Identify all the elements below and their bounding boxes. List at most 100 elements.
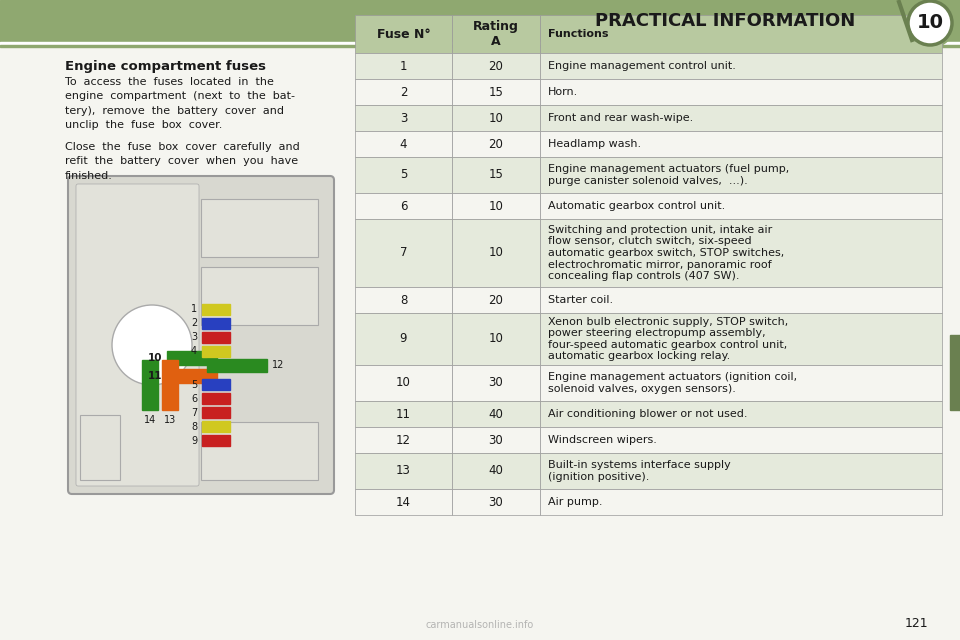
Bar bbox=[950, 335, 960, 410]
Text: 14: 14 bbox=[396, 495, 411, 509]
Text: Air pump.: Air pump. bbox=[548, 497, 603, 507]
Bar bbox=[452, 53, 540, 79]
Text: PRACTICAL INFORMATION: PRACTICAL INFORMATION bbox=[595, 12, 855, 30]
Bar bbox=[167, 369, 217, 383]
Bar bbox=[355, 15, 452, 53]
Bar bbox=[355, 193, 452, 219]
Bar bbox=[355, 157, 452, 193]
Bar bbox=[540, 427, 942, 453]
Bar bbox=[0, 42, 348, 640]
Text: 10: 10 bbox=[489, 246, 503, 259]
Text: 13: 13 bbox=[164, 415, 176, 425]
FancyBboxPatch shape bbox=[68, 176, 334, 494]
Text: 7: 7 bbox=[399, 246, 407, 259]
Bar bbox=[0, 0, 960, 42]
Bar bbox=[201, 267, 318, 325]
Bar bbox=[540, 15, 942, 53]
Bar bbox=[452, 427, 540, 453]
Text: 10: 10 bbox=[148, 353, 162, 363]
Bar bbox=[202, 332, 230, 343]
Bar bbox=[0, 45, 960, 47]
Text: 121: 121 bbox=[904, 617, 927, 630]
Text: To  access  the  fuses  located  in  the
engine  compartment  (next  to  the  ba: To access the fuses located in the engin… bbox=[65, 77, 295, 130]
Text: 10: 10 bbox=[489, 333, 503, 346]
Bar bbox=[202, 393, 230, 404]
Text: 2: 2 bbox=[191, 319, 197, 328]
Text: 14: 14 bbox=[144, 415, 156, 425]
Bar bbox=[355, 131, 452, 157]
Text: 4: 4 bbox=[191, 346, 197, 356]
Text: 12: 12 bbox=[396, 433, 411, 447]
Text: 3: 3 bbox=[191, 333, 197, 342]
Text: 20: 20 bbox=[489, 138, 503, 150]
Text: Front and rear wash-wipe.: Front and rear wash-wipe. bbox=[548, 113, 693, 123]
Bar bbox=[202, 346, 230, 357]
Text: Engine compartment fuses: Engine compartment fuses bbox=[65, 60, 266, 73]
Text: 40: 40 bbox=[489, 408, 503, 420]
Text: Horn.: Horn. bbox=[548, 87, 578, 97]
Bar bbox=[452, 131, 540, 157]
Text: 30: 30 bbox=[489, 495, 503, 509]
Bar bbox=[355, 427, 452, 453]
Text: 30: 30 bbox=[489, 433, 503, 447]
Text: 11: 11 bbox=[396, 408, 411, 420]
Bar bbox=[452, 79, 540, 105]
Text: Starter coil.: Starter coil. bbox=[548, 295, 613, 305]
Bar bbox=[201, 199, 318, 257]
Text: Fuse N°: Fuse N° bbox=[376, 28, 430, 40]
Text: Rating
A: Rating A bbox=[473, 20, 519, 48]
Text: 10: 10 bbox=[489, 200, 503, 212]
Circle shape bbox=[905, 0, 955, 48]
Text: Automatic gearbox control unit.: Automatic gearbox control unit. bbox=[548, 201, 725, 211]
Circle shape bbox=[908, 1, 952, 45]
Text: 9: 9 bbox=[191, 435, 197, 445]
Text: 20: 20 bbox=[489, 294, 503, 307]
Text: 11: 11 bbox=[148, 371, 162, 381]
Bar bbox=[355, 453, 452, 489]
Bar bbox=[540, 489, 942, 515]
Text: 5: 5 bbox=[191, 380, 197, 390]
Text: 8: 8 bbox=[399, 294, 407, 307]
Text: Xenon bulb electronic supply, STOP switch,
power steering electropump assembly,
: Xenon bulb electronic supply, STOP switc… bbox=[548, 317, 788, 362]
Text: 30: 30 bbox=[489, 376, 503, 390]
Text: 15: 15 bbox=[489, 86, 503, 99]
Bar bbox=[452, 365, 540, 401]
Text: 12: 12 bbox=[272, 360, 284, 371]
Text: 10: 10 bbox=[489, 111, 503, 125]
Bar bbox=[202, 421, 230, 432]
Text: Air conditioning blower or not used.: Air conditioning blower or not used. bbox=[548, 409, 748, 419]
Text: 40: 40 bbox=[489, 465, 503, 477]
Bar bbox=[452, 453, 540, 489]
Bar bbox=[540, 453, 942, 489]
Text: Switching and protection unit, intake air
flow sensor, clutch switch, six-speed
: Switching and protection unit, intake ai… bbox=[548, 225, 784, 281]
Bar bbox=[355, 287, 452, 313]
Circle shape bbox=[112, 305, 192, 385]
Bar bbox=[540, 365, 942, 401]
Bar bbox=[80, 415, 120, 480]
Text: 13: 13 bbox=[396, 465, 411, 477]
Bar bbox=[202, 379, 230, 390]
Text: Headlamp wash.: Headlamp wash. bbox=[548, 139, 641, 149]
Bar bbox=[452, 401, 540, 427]
Text: carmanualsonline.info: carmanualsonline.info bbox=[426, 620, 534, 630]
Bar bbox=[540, 53, 942, 79]
Bar bbox=[540, 193, 942, 219]
Text: Engine management actuators (fuel pump,
purge canister solenoid valves,  ...).: Engine management actuators (fuel pump, … bbox=[548, 164, 789, 186]
Bar bbox=[355, 105, 452, 131]
Bar bbox=[142, 360, 158, 410]
Bar bbox=[202, 318, 230, 329]
Bar bbox=[452, 157, 540, 193]
Text: 1: 1 bbox=[191, 305, 197, 314]
Text: 3: 3 bbox=[399, 111, 407, 125]
Bar bbox=[540, 401, 942, 427]
Text: 9: 9 bbox=[399, 333, 407, 346]
Text: Engine management actuators (ignition coil,
solenoid valves, oxygen sensors).: Engine management actuators (ignition co… bbox=[548, 372, 797, 394]
Text: 6: 6 bbox=[399, 200, 407, 212]
Bar bbox=[162, 360, 178, 410]
Bar bbox=[355, 401, 452, 427]
Bar bbox=[540, 313, 942, 365]
Bar bbox=[207, 359, 267, 372]
Text: 8: 8 bbox=[191, 422, 197, 431]
Bar bbox=[355, 365, 452, 401]
Bar bbox=[355, 219, 452, 287]
